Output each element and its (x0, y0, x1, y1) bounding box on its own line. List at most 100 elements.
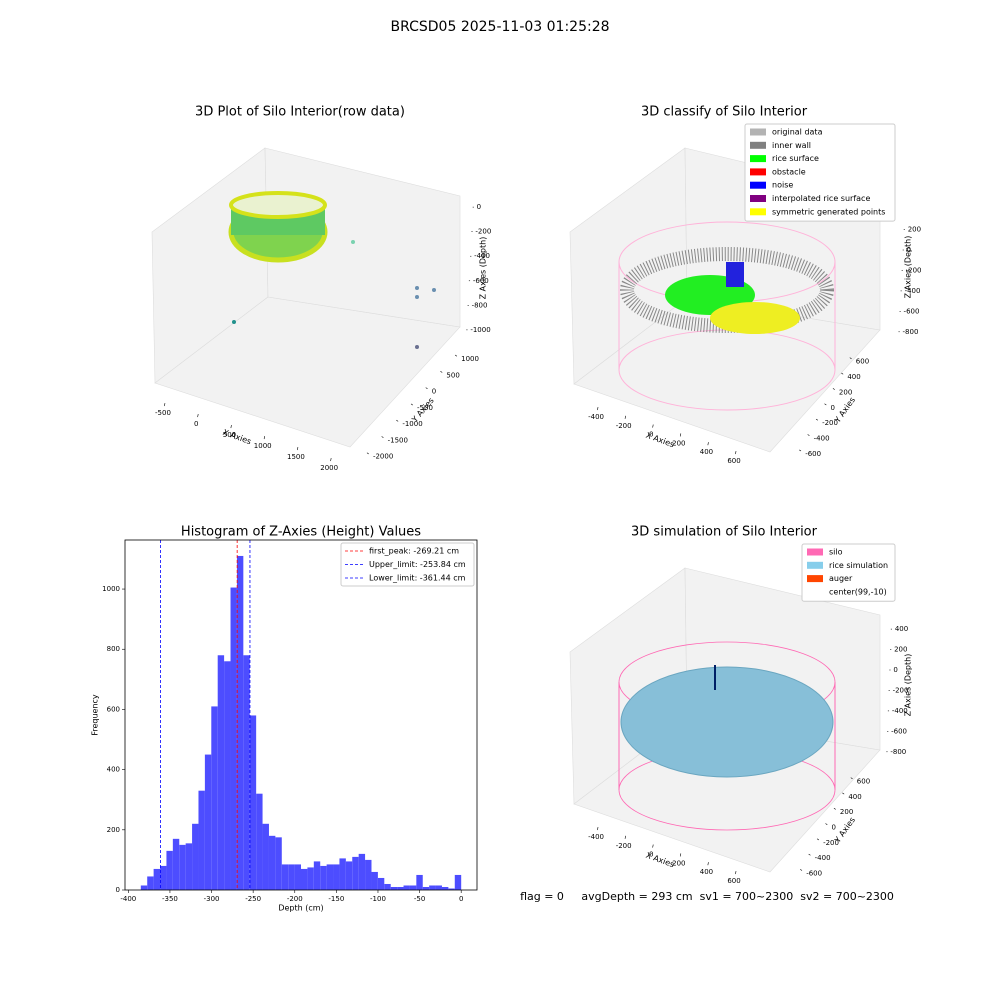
axis-label: Z Axies (Depth) (904, 654, 913, 717)
hist-bar (435, 885, 442, 890)
x-tick-label: -100 (370, 895, 386, 903)
legend-swatch (750, 208, 766, 216)
legend-label: interpolated rice surface (772, 194, 870, 203)
legend-label: Upper_limit: -253.84 cm (369, 560, 466, 569)
panel-title: 3D Plot of Silo Interior(row data) (195, 105, 405, 120)
tick-label: -1500 (388, 436, 408, 444)
y-tick-label: 200 (107, 826, 120, 834)
tick-label: -200 (823, 839, 839, 847)
tick-mark (297, 446, 299, 451)
tick-label: 1000 (254, 442, 272, 450)
tick-label: -600 (904, 307, 920, 315)
tick-label: 400 (895, 625, 908, 633)
tick-label: 0 (893, 666, 897, 674)
tick-mark (597, 826, 599, 831)
axis-label: Z Axies (Depth) (479, 237, 488, 300)
legend-label: auger (829, 574, 853, 583)
tick-mark (230, 424, 232, 429)
tick-label: 0 (649, 431, 653, 439)
hist-bar (294, 864, 301, 890)
y-tick-label: 400 (107, 766, 120, 774)
tick-label: -500 (417, 404, 433, 412)
hist-bar (172, 838, 180, 890)
tick-label: 200 (672, 859, 685, 867)
x-tick-label: -350 (162, 895, 178, 903)
legend-label: first_peak: -269.21 cm (369, 547, 459, 556)
hist-bar (249, 715, 257, 890)
legend-swatch (750, 141, 766, 149)
x-tick-label: -300 (204, 895, 220, 903)
tick-mark (624, 415, 626, 419)
panel-title: 3D simulation of Silo Interior (631, 525, 818, 540)
hist-bar (422, 886, 430, 890)
hist-bar (371, 871, 378, 890)
y-tick-label: 600 (107, 705, 120, 713)
status-footer: flag = 0 avgDepth = 293 cm sv1 = 700~230… (520, 890, 894, 903)
tick-label: -400 (474, 252, 490, 260)
tick-label: -400 (814, 434, 830, 442)
tick-mark (679, 433, 682, 437)
legend-label: inner wall (772, 141, 811, 150)
tick-mark (652, 424, 654, 428)
tick-label: -1000 (402, 420, 422, 428)
tick-mark (841, 372, 844, 375)
tick-mark (440, 371, 443, 373)
hist-bar (236, 555, 244, 890)
hist-bar (243, 655, 250, 890)
tick-label: 200 (840, 808, 853, 816)
hist-bar (441, 886, 449, 890)
x-tick-label: -150 (328, 895, 344, 903)
hist-bar (166, 850, 173, 890)
hist-bar (281, 864, 289, 890)
tick-label: -200 (822, 419, 838, 427)
tick-label: 0 (432, 388, 436, 396)
tick-label: -400 (905, 287, 921, 295)
plot-frame (124, 539, 478, 891)
hist-bar (333, 864, 340, 890)
hist-bar (288, 864, 295, 890)
tick-mark (197, 413, 199, 418)
tick-mark (396, 419, 399, 422)
figure-title: BRCSD05 2025-11-03 01:25:28 (390, 19, 609, 35)
legend-swatch (807, 575, 823, 583)
hist-bar (268, 835, 276, 890)
tick-label: -200 (616, 842, 632, 850)
tick-label: -200 (475, 228, 491, 236)
hist-bar (416, 874, 423, 890)
tick-label: -800 (890, 748, 906, 756)
legend-label: rice surface (772, 154, 819, 163)
hist-bar (384, 883, 391, 890)
tick-label: 200 (839, 388, 852, 396)
tick-label: -200 (893, 686, 909, 694)
legend-swatch (750, 195, 766, 202)
hist-bar (230, 587, 237, 890)
tick-label: 600 (727, 457, 740, 465)
tick-label: 1000 (461, 355, 479, 363)
tick-label: 400 (700, 448, 713, 456)
legend-swatch (750, 155, 766, 163)
tick-label: -400 (815, 854, 831, 862)
y-axis-label: Frequency (91, 694, 100, 736)
tick-label: 1500 (287, 453, 305, 461)
tick-label: -600 (473, 277, 489, 285)
tick-mark (850, 777, 853, 780)
tick-label: 400 (847, 373, 860, 381)
hist-bar (409, 885, 417, 890)
tick-label: 500 (446, 371, 459, 379)
legend-label: rice simulation (829, 561, 888, 570)
hist-bar (204, 754, 212, 890)
hist-bar (326, 864, 334, 890)
legend-swatch (807, 588, 823, 596)
tick-mark (825, 823, 828, 825)
legend-label: Lower_limit: -361.44 cm (369, 574, 466, 583)
x-tick-label: -400 (120, 895, 136, 903)
hist-bar (397, 886, 404, 890)
hist-bar (345, 861, 353, 890)
tick-label: 0 (477, 203, 481, 211)
legend-label: obstacle (772, 167, 806, 176)
y-tick-label: 0 (116, 886, 120, 894)
hist-bar (147, 876, 154, 890)
tick-mark (652, 844, 654, 848)
tick-label: 200 (894, 646, 907, 654)
tick-mark (832, 388, 835, 390)
